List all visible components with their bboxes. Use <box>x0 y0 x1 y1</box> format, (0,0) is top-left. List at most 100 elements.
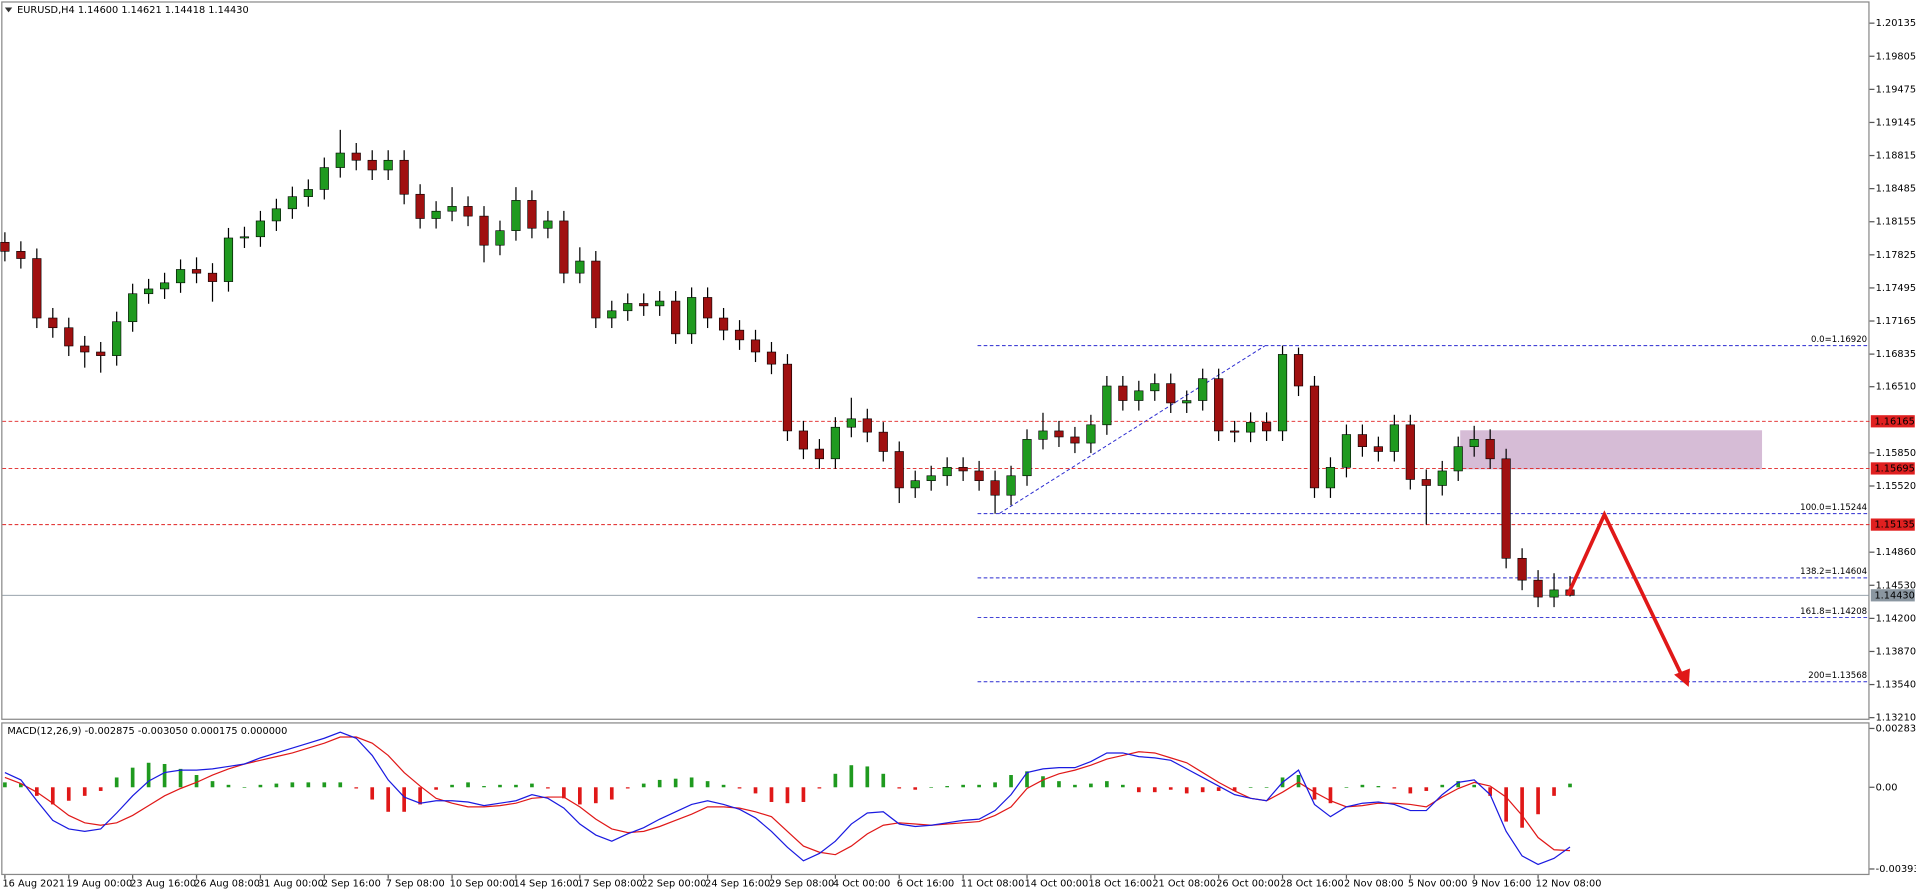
histogram-bar <box>466 782 470 788</box>
histogram-bar <box>194 775 199 788</box>
histogram-bar <box>434 787 438 790</box>
x-tick-label: 31 Aug 00:00 <box>258 879 324 890</box>
candle-body <box>463 206 473 217</box>
candle-body <box>1182 400 1192 404</box>
candle-body <box>16 251 26 259</box>
histogram-bar <box>530 783 534 788</box>
candle-body <box>1293 354 1304 387</box>
histogram-bar <box>881 773 886 788</box>
candle-body <box>175 269 186 284</box>
histogram-bar <box>609 787 614 800</box>
histogram-bar <box>1200 787 1205 793</box>
histogram-bar <box>1152 787 1157 793</box>
histogram-bar <box>1184 787 1189 794</box>
candle-body <box>1102 385 1112 426</box>
candle-body <box>1086 424 1096 444</box>
x-tick-label: 28 Oct 16:00 <box>1280 879 1344 890</box>
candle-body <box>511 200 521 231</box>
candle-body <box>1533 579 1543 598</box>
candle-body <box>543 220 553 229</box>
y-tick-label: 1.19475 <box>1876 84 1916 95</box>
histogram-bar <box>162 763 167 788</box>
histogram-bar <box>322 782 327 788</box>
current-price-box <box>1870 589 1915 602</box>
fib-label: 200=1.13568 <box>1808 671 1867 681</box>
candle-body <box>383 159 393 171</box>
candle-body <box>128 293 138 323</box>
histogram-bar <box>721 784 726 788</box>
histogram-bar <box>1440 784 1445 788</box>
histogram-bar <box>226 784 231 788</box>
histogram-bar <box>1296 775 1301 788</box>
candle-body <box>734 329 745 341</box>
x-tick-label: 16 Aug 2021 <box>2 879 65 890</box>
plot-layer: 1.20135 1.19805 1.19475 1.19145 1.18815 1.184… <box>0 18 1916 890</box>
x-tick-label: 19 Aug 00:00 <box>66 879 132 890</box>
histogram-bar <box>929 787 934 788</box>
histogram-bar <box>290 782 295 788</box>
histogram-bar <box>769 787 774 802</box>
y-tick-label: 1.17825 <box>1876 250 1916 261</box>
candle-body <box>942 467 952 477</box>
candle-body <box>1501 458 1511 559</box>
candle-body <box>718 317 729 331</box>
arrow-head <box>1674 668 1690 687</box>
histogram-bar <box>498 784 502 788</box>
histogram-bar <box>1504 787 1508 822</box>
histogram-bar <box>242 787 247 788</box>
candle-body <box>351 152 361 161</box>
y-tick-label: 1.16510 <box>1876 382 1916 393</box>
candle-body <box>910 480 920 489</box>
menu-triangle <box>4 7 13 13</box>
candle-body <box>559 220 569 274</box>
fib-label: 0.0=1.16920 <box>1811 335 1867 345</box>
y-tick-label: 1.18485 <box>1876 184 1916 195</box>
y-tick-label: 1.16835 <box>1876 349 1916 360</box>
candle-body <box>319 167 329 190</box>
histogram-bar <box>1552 787 1556 796</box>
candle-body <box>1134 390 1144 401</box>
x-tick-label: 2 Sep 16:00 <box>322 879 381 890</box>
y-tick-label: 0.00 <box>1876 782 1898 793</box>
candle-body <box>591 260 601 319</box>
candle-body <box>1070 436 1080 444</box>
fib-label: 138.2=1.14604 <box>1800 567 1867 577</box>
histogram-bar <box>1328 787 1333 804</box>
candle-body <box>223 237 234 282</box>
candle-body <box>846 418 856 428</box>
x-tick-label: 24 Sep 16:00 <box>705 879 770 890</box>
histogram-bar <box>689 777 694 788</box>
y-tick-label: 1.15850 <box>1876 448 1916 459</box>
histogram-bar <box>386 787 391 812</box>
x-tick-label: 11 Oct 08:00 <box>961 879 1025 890</box>
histogram-bar <box>546 787 550 789</box>
histogram-bar <box>833 773 838 788</box>
y-tick-label: 1.17495 <box>1876 283 1916 294</box>
level-label-box <box>1870 518 1915 531</box>
histogram-bar <box>50 787 55 805</box>
candle-body <box>1198 378 1208 401</box>
candle-body <box>271 208 281 222</box>
candle-body <box>894 451 904 489</box>
histogram-bar <box>945 786 949 788</box>
histogram-bar <box>1105 781 1109 788</box>
x-tick-label: 17 Sep 08:00 <box>577 879 642 890</box>
candle-body <box>207 272 218 282</box>
macd-line <box>4 731 1571 866</box>
x-tick-label: 12 Nov 08:00 <box>1536 879 1602 890</box>
histogram-bar <box>1456 781 1461 788</box>
histogram-bar <box>961 784 965 788</box>
histogram-bar <box>130 767 135 788</box>
x-tick-label: 10 Sep 00:00 <box>450 879 515 890</box>
candle-body <box>1437 470 1447 486</box>
signal-line <box>4 736 1571 856</box>
histogram-bar <box>178 768 183 788</box>
histogram-bar <box>1520 787 1524 828</box>
candle-body <box>367 159 377 171</box>
candle-body <box>191 269 202 274</box>
candle-body <box>1389 424 1399 452</box>
candle-body <box>255 220 266 238</box>
candle-body <box>958 467 968 472</box>
x-tick-label: 14 Oct 00:00 <box>1025 879 1089 890</box>
